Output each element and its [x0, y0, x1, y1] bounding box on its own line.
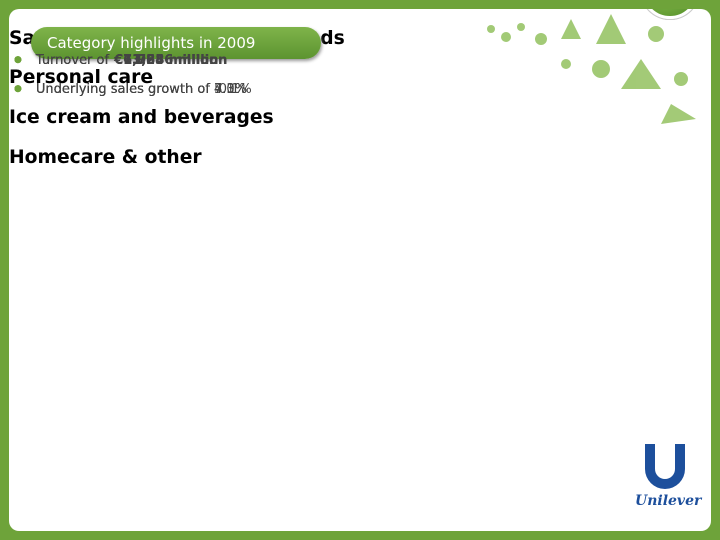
logo: Unilever: [635, 439, 702, 509]
category-title: Ice cream and beverages: [9, 107, 274, 129]
slide-body: Category highlights in 2009 Unilever Sav…: [9, 9, 711, 531]
category-title: Homecare & other: [9, 146, 202, 168]
bullet-value: €6,968 million: [114, 53, 219, 68]
decoration: [487, 14, 696, 124]
category-box: Homecare & other Turnover of €6,968 millio…: [9, 9, 711, 168]
bullet-text: Underlying sales growth of 7.1%: [35, 82, 248, 97]
bullet-text: Turnover of: [35, 53, 110, 68]
logo-text: Unilever: [635, 493, 702, 509]
bullet: Turnover of €6,968 million: [14, 53, 218, 68]
logo-mark: [645, 444, 685, 489]
bullet: Underlying sales growth of 7.1%: [14, 82, 247, 97]
